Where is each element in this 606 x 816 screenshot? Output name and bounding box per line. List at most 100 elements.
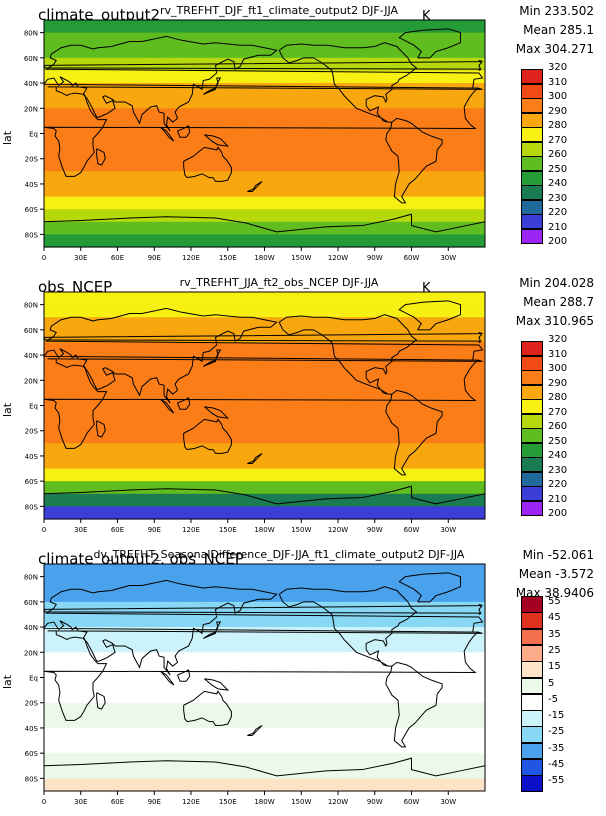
legend-label: 250 <box>548 435 568 447</box>
y-tick-label: Eq <box>29 131 38 139</box>
lat-band <box>44 108 485 122</box>
lat-band <box>44 715 485 729</box>
stat-line: Mean 285.1 <box>523 23 594 37</box>
map-panel-3: climate_output2, obs_NCEP dv_TREFHT_Seaso… <box>0 544 606 816</box>
map-svg: 80N 60N 40N 20N Eq 20S 40S 60S 80S 0 30E 60E 90E 120E… <box>24 563 486 806</box>
y-tick-label: 40S <box>25 453 39 461</box>
coastline <box>43 358 483 449</box>
x-tick-label: 60W <box>404 526 420 534</box>
coastline <box>202 349 222 367</box>
legend-label: 15 <box>548 661 561 673</box>
legend-label: 200 <box>548 236 568 247</box>
legend-label: 55 <box>548 596 561 607</box>
coastline <box>43 59 483 71</box>
legend-label: 210 <box>548 221 568 233</box>
x-tick-label: 30W <box>440 798 456 806</box>
legend-label: -25 <box>548 726 565 738</box>
stat-line: Mean 288.7 <box>523 295 594 309</box>
lat-band <box>44 32 485 46</box>
map-svg: 80N 60N 40N 20N Eq 20S 40S 60S 80S 0 30E 60E 90E 120E… <box>24 291 486 534</box>
y-tick-label: 40N <box>24 80 38 88</box>
y-tick-label: 80S <box>25 503 39 511</box>
x-tick-label: 150E <box>219 254 237 262</box>
legend-swatch <box>521 127 543 143</box>
x-tick-label: 120W <box>328 798 348 806</box>
legend-swatch <box>521 98 543 114</box>
lat-band <box>44 70 485 84</box>
legend-swatch <box>521 170 543 186</box>
y-tick-label: 20N <box>24 105 38 113</box>
legend-label: 290 <box>548 105 568 117</box>
lat-band <box>44 292 485 306</box>
lat-band <box>44 304 485 318</box>
panel-center-title: dv_TREFHT_SeasonalDifference_DJF-JJA_ft1… <box>93 548 465 561</box>
lat-band <box>44 95 485 109</box>
lat-band <box>44 158 485 172</box>
x-tick-label: 30W <box>440 254 456 262</box>
legend-label: 210 <box>548 493 568 505</box>
legend-label: 280 <box>548 120 568 131</box>
legend-label: 240 <box>548 178 568 189</box>
coastline <box>177 397 191 410</box>
x-tick-label: 60E <box>111 798 124 806</box>
legend-swatch <box>521 677 543 695</box>
y-tick-label: 80N <box>24 574 38 582</box>
x-tick-label: 90W <box>367 254 383 262</box>
legend-label: 300 <box>548 91 568 102</box>
x-tick-label: 60W <box>404 798 420 806</box>
y-tick-label: 60N <box>24 327 38 335</box>
lat-band <box>44 443 485 457</box>
legend-swatch <box>521 726 543 744</box>
lat-band <box>44 690 485 704</box>
y-tick-label: 20S <box>25 428 39 436</box>
x-tick-label: 30E <box>74 254 87 262</box>
x-tick-label: 150W <box>291 798 311 806</box>
coastline <box>96 692 106 710</box>
x-tick-label: 90W <box>367 526 383 534</box>
legend-swatch <box>521 775 543 793</box>
lat-band <box>44 468 485 482</box>
lat-band <box>44 455 485 470</box>
y-tick-label: 60N <box>24 55 38 63</box>
x-tick-label: 90E <box>148 254 161 262</box>
legend-swatch <box>521 156 543 172</box>
coastline <box>43 579 484 676</box>
legend-swatch <box>521 486 543 502</box>
legend-label: 290 <box>548 377 568 389</box>
legend-swatch <box>521 596 543 613</box>
panel-center-title: rv_TREFHT_JJA_ft2_obs_NCEP DJF-JJA <box>179 276 379 289</box>
coastline <box>247 724 263 737</box>
legend-swatch <box>521 471 543 487</box>
coastline <box>247 180 263 193</box>
coastline <box>43 213 486 233</box>
legend-label: -55 <box>548 775 565 787</box>
lat-band <box>44 652 485 666</box>
x-tick-label: 180W <box>254 254 274 262</box>
legend-swatch <box>521 413 543 429</box>
coastline <box>278 314 443 476</box>
lat-band <box>44 564 485 578</box>
stat-line: Min 233.502 <box>519 4 594 18</box>
lat-band <box>44 171 485 185</box>
legend-label: 220 <box>548 207 568 218</box>
lat-band <box>44 183 485 198</box>
lat-band <box>44 589 485 603</box>
legend-label: 270 <box>548 406 568 418</box>
legend-swatch <box>521 759 543 776</box>
legend-label: 5 <box>548 677 555 689</box>
y-tick-label: 20S <box>25 700 39 708</box>
legend-label: 200 <box>548 508 568 519</box>
y-tick-label: 40S <box>25 725 39 733</box>
legend-label: -35 <box>548 742 565 754</box>
stat-line: Min 204.028 <box>519 276 594 290</box>
x-tick-label: 60E <box>111 526 124 534</box>
lat-band <box>44 740 485 754</box>
coastline <box>177 669 191 682</box>
y-tick-label: 60S <box>25 206 39 214</box>
y-tick-label: 60S <box>25 478 39 486</box>
legend-label: 250 <box>548 163 568 175</box>
x-tick-label: 30E <box>74 798 87 806</box>
x-tick-label: 120E <box>182 254 200 262</box>
y-tick-label: 80S <box>25 231 39 239</box>
legend-swatch <box>521 69 543 85</box>
